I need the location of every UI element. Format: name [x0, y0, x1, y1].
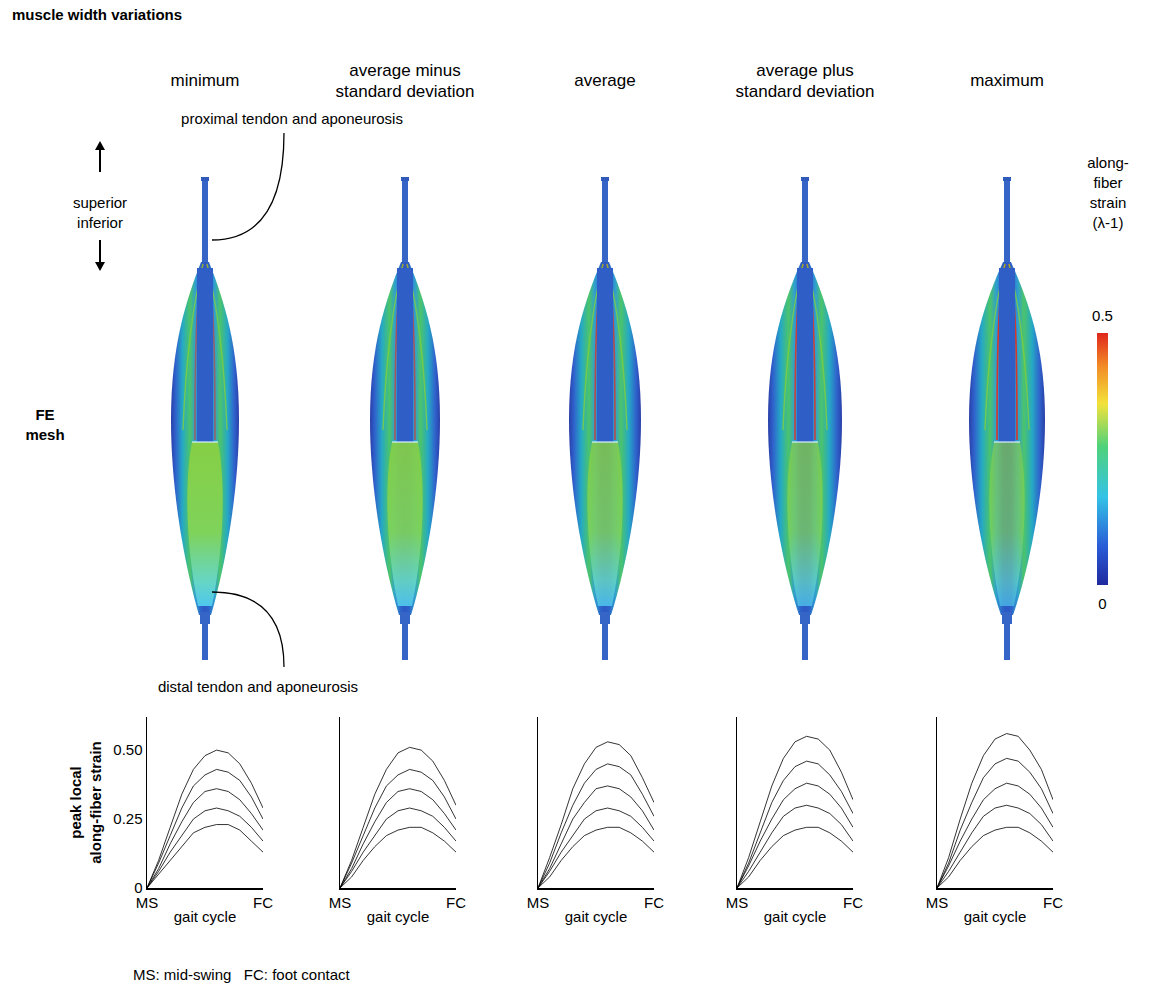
svg-text:0.25: 0.25 [113, 810, 142, 827]
svg-text:MS: MS [726, 894, 749, 911]
svg-text:FC: FC [644, 894, 664, 911]
svg-text:fiber: fiber [1093, 174, 1122, 191]
svg-text:MS: MS [329, 894, 352, 911]
svg-text:MS: mid-swing FC: foot conta: MS: mid-swing FC: foot contact [133, 966, 351, 983]
svg-text:distal tendon and aponeurosis: distal tendon and aponeurosis [158, 678, 358, 695]
svg-text:FC: FC [253, 894, 273, 911]
svg-text:maximum: maximum [970, 71, 1044, 90]
svg-text:proximal tendon and aponeurosi: proximal tendon and aponeurosis [181, 110, 403, 127]
svg-text:MS: MS [527, 894, 550, 911]
svg-text:peak localalong-fiber strain: peak localalong-fiber strain [67, 741, 104, 864]
svg-text:average plus: average plus [756, 61, 853, 80]
svg-text:FC: FC [446, 894, 466, 911]
svg-text:gait cycle: gait cycle [964, 908, 1027, 925]
svg-text:strain: strain [1090, 194, 1127, 211]
svg-text:FC: FC [1043, 894, 1063, 911]
svg-text:MS: MS [136, 894, 159, 911]
svg-text:average minus: average minus [349, 61, 461, 80]
svg-text:FE: FE [35, 406, 54, 423]
svg-text:mesh: mesh [25, 426, 64, 443]
svg-text:0: 0 [134, 879, 142, 896]
svg-text:gait cycle: gait cycle [367, 908, 430, 925]
svg-text:standard deviation: standard deviation [736, 82, 875, 101]
svg-text:average: average [574, 71, 635, 90]
svg-text:0.5: 0.5 [1092, 307, 1113, 324]
svg-text:(λ-1): (λ-1) [1093, 214, 1124, 231]
svg-text:inferior: inferior [77, 214, 123, 231]
svg-text:minimum: minimum [171, 71, 240, 90]
svg-text:FC: FC [843, 894, 863, 911]
svg-text:muscle width variations: muscle width variations [12, 6, 182, 23]
svg-text:0.50: 0.50 [113, 741, 142, 758]
svg-text:standard deviation: standard deviation [336, 82, 475, 101]
svg-text:along-: along- [1087, 154, 1129, 171]
svg-text:gait cycle: gait cycle [174, 908, 237, 925]
svg-text:superior: superior [73, 194, 127, 211]
svg-text:MS: MS [926, 894, 949, 911]
svg-text:gait cycle: gait cycle [565, 908, 628, 925]
svg-text:gait cycle: gait cycle [764, 908, 827, 925]
svg-text:0: 0 [1098, 595, 1106, 612]
